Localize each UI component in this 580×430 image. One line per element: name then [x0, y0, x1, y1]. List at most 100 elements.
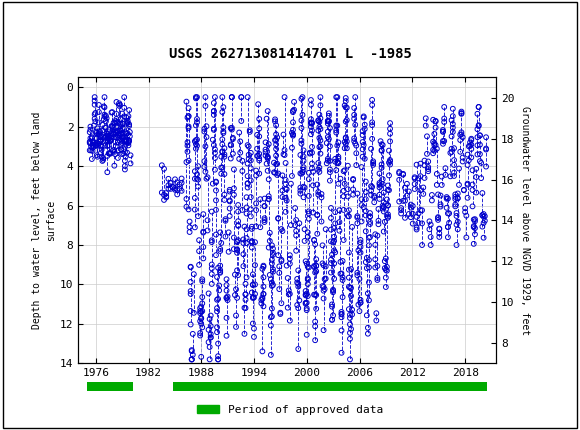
Point: [264, 141, 273, 147]
Point: [364, 297, 374, 304]
Point: [271, 137, 281, 144]
Point: [287, 221, 296, 228]
Point: [285, 255, 295, 262]
Point: [118, 130, 128, 137]
Point: [420, 162, 429, 169]
Point: [309, 182, 318, 189]
Point: [345, 356, 354, 363]
Point: [211, 146, 220, 153]
Point: [211, 166, 220, 173]
Point: [368, 160, 378, 166]
Point: [380, 265, 389, 272]
Point: [320, 286, 329, 292]
Point: [345, 314, 354, 321]
Point: [104, 134, 113, 141]
Point: [199, 255, 208, 262]
Point: [345, 274, 354, 281]
Point: [368, 96, 377, 103]
Point: [447, 133, 456, 140]
Point: [118, 120, 128, 127]
Point: [463, 194, 472, 201]
Point: [475, 132, 484, 139]
Point: [273, 160, 282, 167]
Point: [241, 291, 250, 298]
Point: [270, 137, 280, 144]
Point: [314, 117, 323, 124]
Point: [106, 136, 115, 143]
Point: [265, 271, 274, 278]
Point: [333, 122, 342, 129]
Point: [197, 309, 206, 316]
Point: [85, 129, 95, 135]
Point: [100, 111, 109, 118]
Point: [190, 175, 200, 182]
Point: [337, 314, 346, 321]
Point: [90, 94, 99, 101]
Point: [351, 162, 361, 169]
Point: [299, 153, 308, 160]
Point: [353, 220, 362, 227]
Point: [412, 224, 421, 231]
Point: [125, 129, 135, 135]
Point: [182, 98, 191, 105]
Point: [374, 206, 383, 212]
Point: [383, 215, 393, 221]
Point: [281, 181, 290, 187]
Point: [334, 180, 343, 187]
Point: [277, 258, 286, 264]
Point: [229, 234, 238, 241]
Point: [458, 154, 467, 161]
Point: [341, 104, 350, 111]
Point: [116, 130, 125, 137]
Point: [359, 141, 368, 148]
Point: [418, 207, 427, 214]
Point: [475, 132, 484, 139]
Point: [201, 143, 210, 150]
Point: [441, 172, 450, 178]
Point: [350, 104, 359, 111]
Point: [203, 227, 212, 234]
Point: [160, 197, 169, 203]
Point: [470, 224, 480, 231]
Point: [216, 262, 225, 269]
Point: [473, 151, 482, 158]
Point: [125, 121, 134, 128]
Point: [251, 167, 260, 174]
Point: [89, 141, 98, 148]
Point: [255, 157, 264, 164]
Point: [187, 356, 197, 363]
Point: [211, 94, 220, 101]
Point: [297, 125, 306, 132]
Point: [110, 147, 119, 154]
Point: [105, 150, 114, 157]
Point: [281, 185, 290, 192]
Point: [481, 134, 491, 141]
Point: [249, 334, 259, 341]
Point: [226, 141, 235, 148]
Point: [425, 226, 434, 233]
Point: [252, 145, 262, 152]
Point: [182, 196, 191, 203]
Point: [479, 213, 488, 220]
Point: [378, 141, 387, 148]
Point: [319, 287, 328, 294]
Point: [122, 138, 131, 145]
Point: [383, 202, 393, 209]
Point: [306, 123, 316, 130]
Point: [104, 142, 113, 149]
Point: [309, 209, 318, 216]
Point: [416, 173, 425, 180]
Point: [315, 118, 324, 125]
Point: [110, 150, 119, 157]
Point: [259, 291, 268, 298]
Point: [177, 187, 186, 194]
Point: [102, 112, 111, 119]
Point: [226, 155, 235, 162]
Point: [125, 138, 134, 144]
Point: [357, 202, 366, 209]
Point: [241, 304, 250, 311]
Point: [288, 126, 298, 133]
Point: [124, 140, 133, 147]
Point: [106, 150, 115, 157]
Point: [341, 118, 350, 125]
